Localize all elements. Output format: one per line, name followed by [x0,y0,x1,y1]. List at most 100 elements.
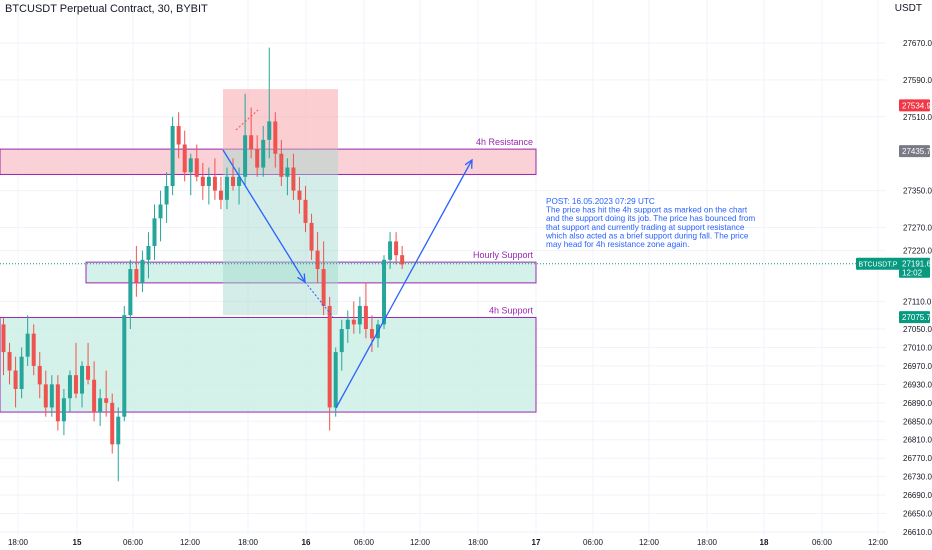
candle-body [339,329,344,353]
note-line: POST: 16.05.2023 07:29 UTC [546,197,655,206]
candle-body [231,176,236,187]
note-line: and the support doing its job. The price… [546,214,755,223]
x-tick-label: 12:00 [639,538,660,547]
candle-body [345,319,350,330]
candle-body [357,305,362,325]
candle-body [164,186,169,205]
y-tick-label: 26770.0 [903,454,932,463]
candle-body [80,365,85,394]
x-tick-label: 18:00 [468,538,489,547]
projection-dots [304,281,334,318]
candle-body [321,269,326,306]
y-tick-label: 26610.0 [903,528,932,537]
x-axis-panel[interactable] [0,535,886,550]
candle-body [327,305,332,408]
x-tick-label: 16 [302,538,311,547]
candle-body [37,365,42,385]
y-tick-label: 27510.0 [903,113,932,122]
candle-body [19,356,24,389]
trend-arrow [222,149,305,282]
candle-body [116,416,121,445]
note-line: The price has hit the 4h support as mark… [546,206,748,215]
candle-body [146,245,151,260]
candle-body [200,176,205,187]
trend-arrows[interactable] [222,109,472,409]
candle-body [49,384,54,408]
x-tick-label: 12:00 [180,538,201,547]
y-tick-label: 27270.0 [903,224,932,233]
y-tick-label: 27010.0 [903,343,932,352]
resistance-badge-value: 27435.7 [902,147,931,156]
countdown-value: 12:02 [902,269,923,278]
candle-body [237,176,242,187]
candle-series [1,47,405,482]
candle-body [31,333,36,366]
candle-body [43,384,48,408]
candle-body [158,204,163,219]
last-price-value: 27191.6 [902,260,931,269]
candle-body [176,126,181,145]
candle-body [92,379,97,413]
x-tick-label: 06:00 [812,538,833,547]
y-tick-label: 26810.0 [903,436,932,445]
x-tick-label: 06:00 [354,538,375,547]
note-line: may head for 4h resistance zone again. [546,240,689,249]
symbol-badge-text: BTCUSDT.P [859,262,898,269]
high-badge-value: 27534.9 [902,101,931,110]
x-tick-label: 18 [760,538,769,547]
candle-body [104,398,109,403]
candle-body [110,402,115,445]
candle-body [98,398,103,413]
candle-body [273,121,278,154]
candle-body [363,305,368,330]
candle-body [55,384,60,422]
zone-layer: 4h Resistance Hourly Support 4h Support [0,137,537,413]
y-tick-label: 27590.0 [903,76,932,85]
candle-body [188,158,193,173]
candle-body [303,199,308,223]
candle-body [243,135,248,177]
candle-body [7,352,12,371]
y-tick-label: 26690.0 [903,491,932,500]
candle-body [61,398,66,422]
x-tick-label: 06:00 [583,538,604,547]
candle-body [388,241,393,260]
zone-box [0,148,537,175]
projection-dots [235,109,259,131]
y-tick-label: 27350.0 [903,187,932,196]
zone-label: Hourly Support [473,250,534,260]
candle-body [267,121,272,140]
x-axis: 18:00 15 06:00 12:00 18:00 16 06:00 12:00 18:00 1… [8,538,889,547]
trend-arrow [335,160,472,409]
candle-body [212,176,217,191]
support-badge [899,311,930,324]
candle-body [67,375,72,399]
x-tick-label: 18:00 [697,538,718,547]
note-line: which also acted as a brief support duri… [545,231,749,240]
y-tick-label: 26890.0 [903,399,932,408]
candle-body [13,370,18,389]
candle-body [285,167,290,177]
x-tick-label: 18:00 [238,538,259,547]
symbol-badge [856,257,900,270]
candle-body [140,259,145,283]
zone-box [85,261,537,284]
y-tick-label: 27050.0 [903,325,932,334]
x-tick-label: 18:00 [8,538,29,547]
candle-body [309,222,314,251]
y-tick-label: 27670.0 [903,39,932,48]
candle-body [170,126,175,187]
currency-label: USDT [894,3,922,14]
candle-body [333,352,338,408]
candle-body [351,319,356,325]
candle-body [73,375,78,394]
last-price-badge [899,257,930,278]
chart-title: BTCUSDT Perpetual Contract, 30, BYBIT [5,3,208,15]
candle-body [128,269,133,316]
candle-body [134,269,139,283]
position-tool[interactable] [223,89,338,316]
x-tick-label: 06:00 [123,538,144,547]
